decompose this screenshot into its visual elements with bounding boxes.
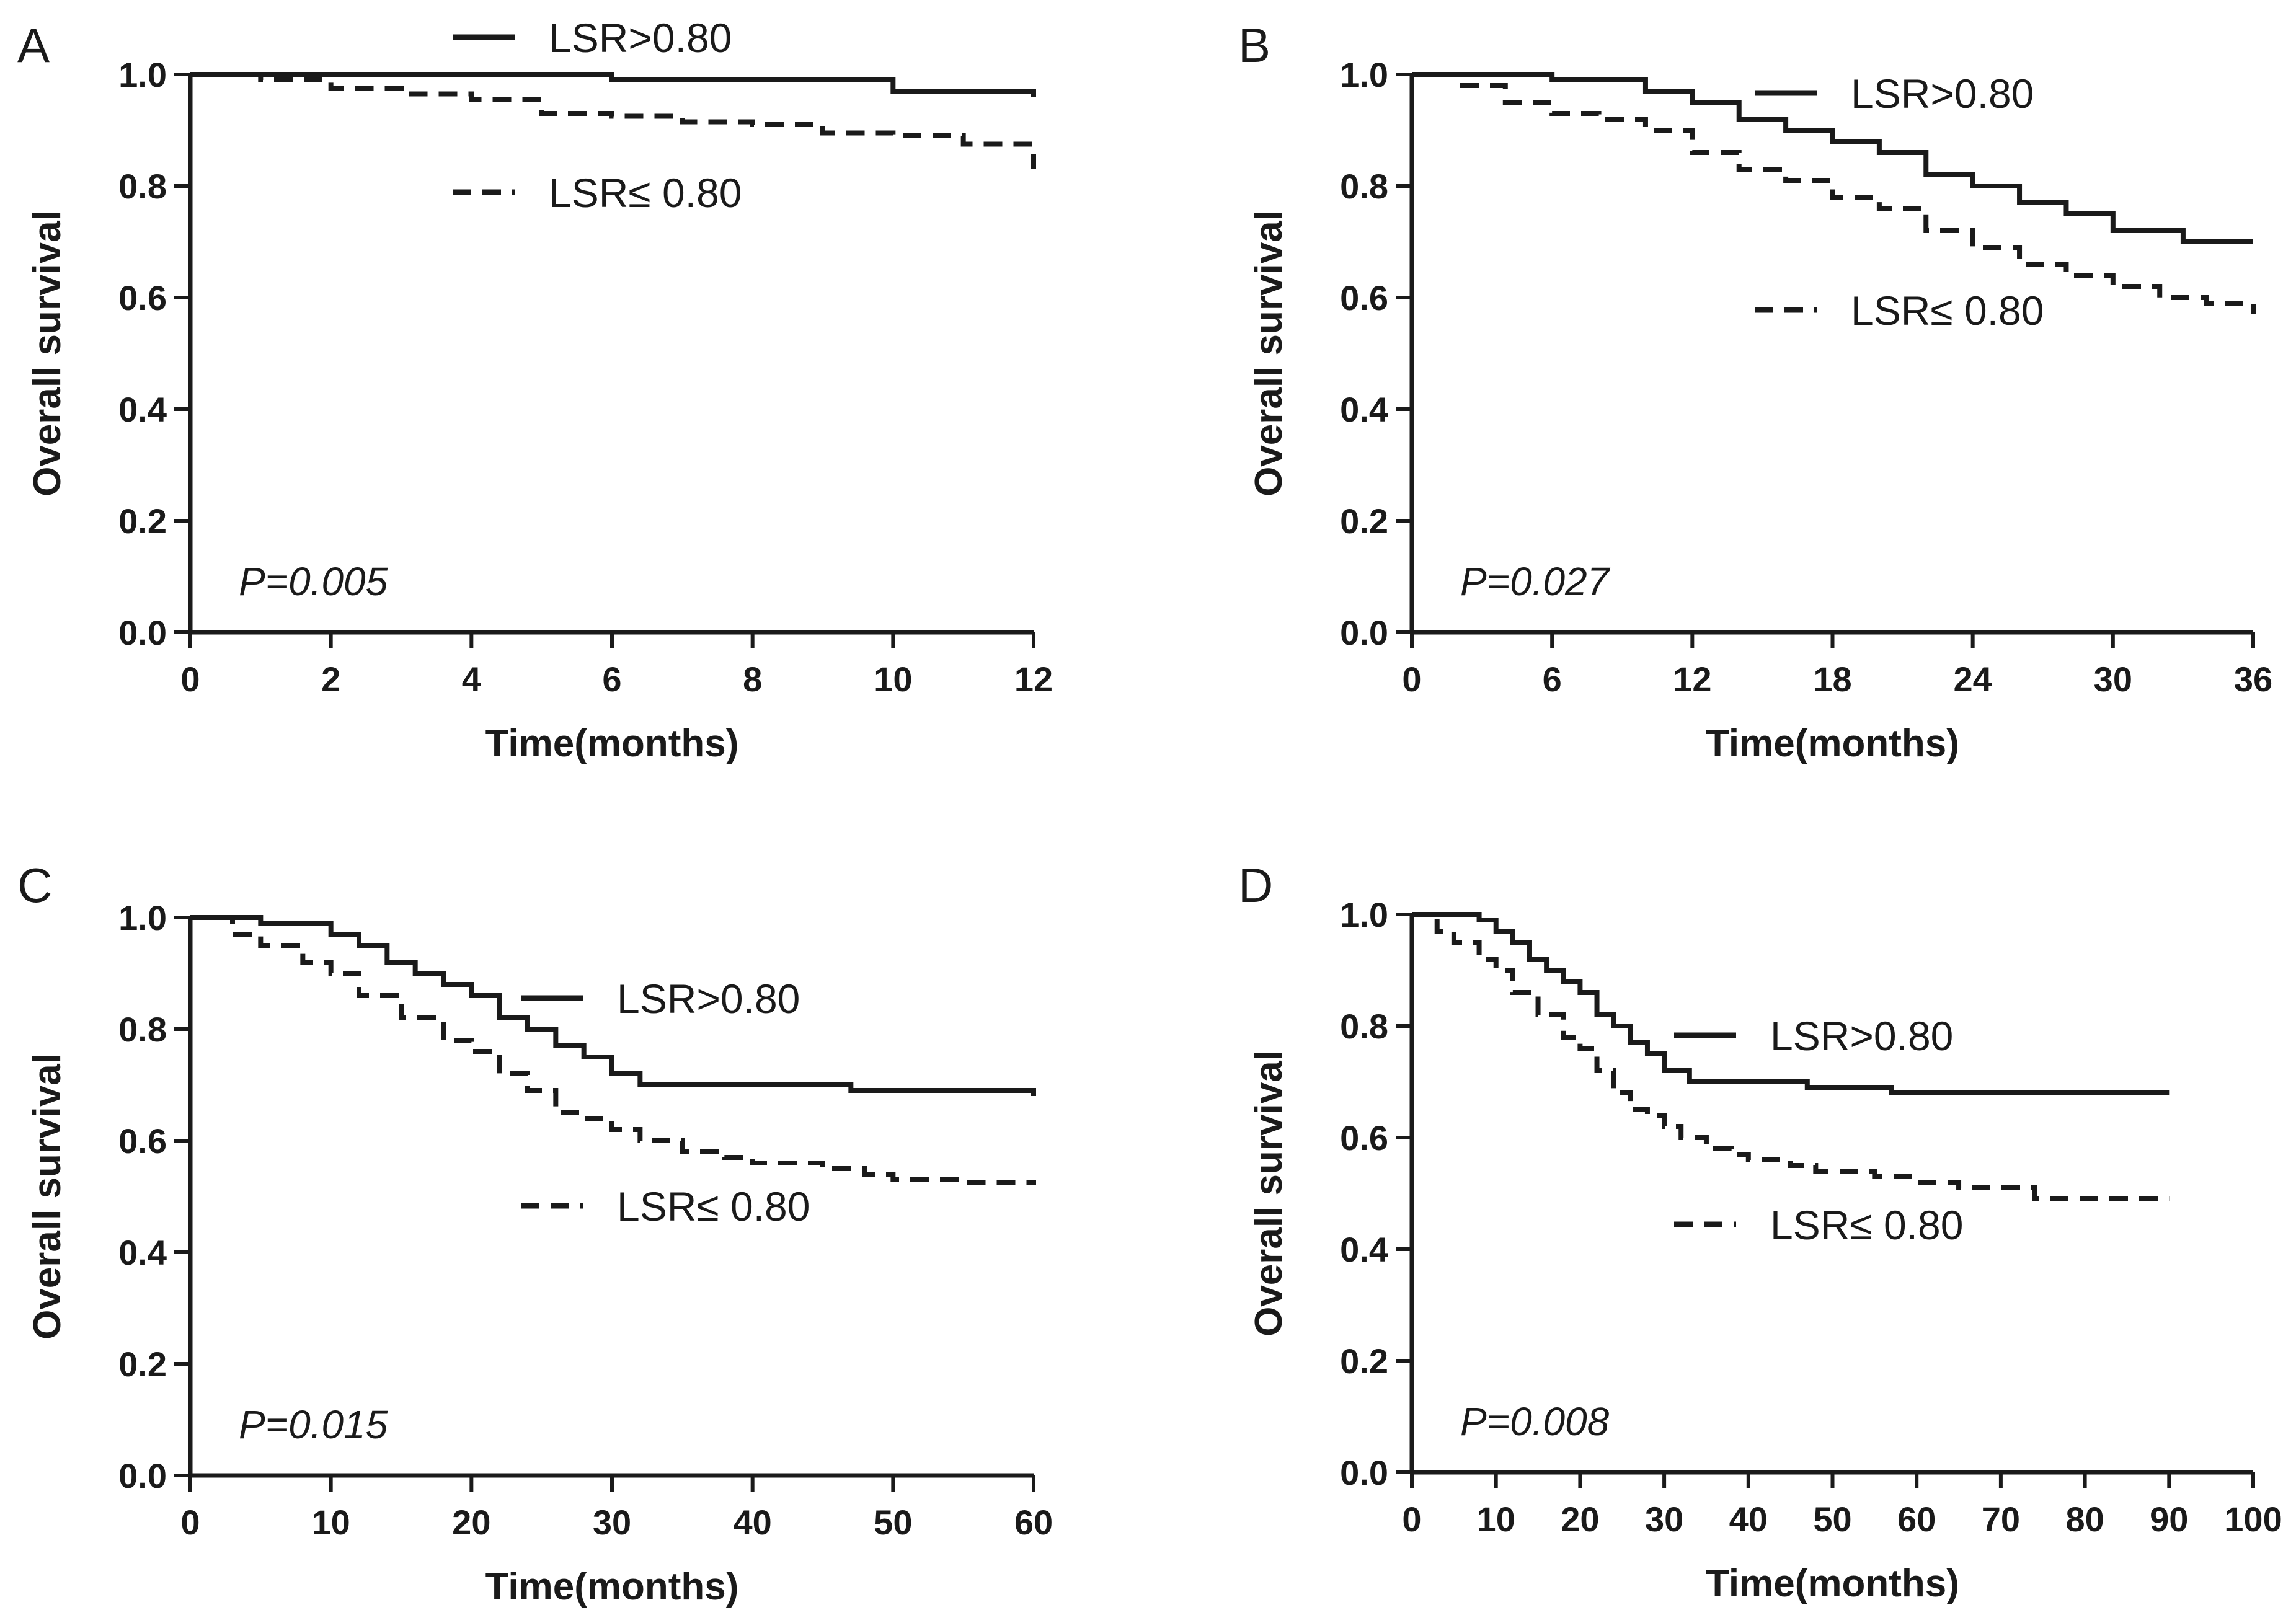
x-tick-label: 0 xyxy=(180,660,200,699)
panel-label: A xyxy=(17,18,50,73)
p-value: P=0.008 xyxy=(1460,1399,1610,1444)
x-tick-label: 20 xyxy=(1561,1500,1599,1539)
legend-label: LSR>0.80 xyxy=(1770,1013,1953,1059)
x-tick-label: 10 xyxy=(874,660,912,699)
x-tick-label: 40 xyxy=(734,1503,772,1542)
series-lsr-le-080-line xyxy=(190,915,1036,1185)
y-tick-label: 0.4 xyxy=(118,390,167,429)
x-tick-label: 8 xyxy=(743,660,762,699)
x-tick-label: 50 xyxy=(874,1503,912,1542)
series-lsr-gt-080-line xyxy=(1412,912,2170,1095)
x-tick-label: 90 xyxy=(2150,1500,2188,1539)
panel-label: D xyxy=(1238,858,1273,913)
x-tick-label: 100 xyxy=(2224,1500,2282,1539)
x-tick-label: 30 xyxy=(1645,1500,1683,1539)
x-tick-label: 50 xyxy=(1813,1500,1851,1539)
x-tick-label: 10 xyxy=(1477,1500,1515,1539)
panel-label: B xyxy=(1238,18,1270,73)
y-axis-title: Overall survival xyxy=(1248,210,1290,497)
x-tick-label: 60 xyxy=(1897,1500,1936,1539)
y-tick-label: 0.2 xyxy=(1340,1342,1388,1381)
y-tick-label: 0.4 xyxy=(1340,390,1388,429)
x-tick-label: 0 xyxy=(1402,660,1421,699)
x-tick-label: 6 xyxy=(602,660,621,699)
p-value: P=0.027 xyxy=(1460,559,1611,604)
series-lsr-gt-080-line xyxy=(190,915,1036,1096)
series-lsr-gt-080-line xyxy=(190,72,1036,97)
legend-label: LSR>0.80 xyxy=(617,976,800,1022)
x-axis-title: Time(months) xyxy=(485,722,739,765)
x-tick-label: 12 xyxy=(1014,660,1053,699)
panel-d: 0 10 20 30 40 50 60 70 80 90 100 0.0 0.2 0.4 0.6 0.8 1.0… xyxy=(1238,858,2282,1605)
series-lsr-gt-080-line xyxy=(1412,72,2253,244)
panel-label: C xyxy=(17,858,52,913)
x-tick-label: 30 xyxy=(2094,660,2132,699)
y-tick-label: 1.0 xyxy=(1340,55,1388,94)
y-tick-label: 0.6 xyxy=(118,278,167,317)
x-tick-label: 6 xyxy=(1543,660,1562,699)
x-tick-label: 10 xyxy=(312,1503,350,1542)
x-tick-label: 24 xyxy=(1954,660,1992,699)
series-lsr-le-080-line xyxy=(1412,72,2256,314)
x-tick-label: 30 xyxy=(593,1503,631,1542)
y-tick-label: 0.2 xyxy=(118,502,167,541)
x-axis-title: Time(months) xyxy=(1706,1562,1959,1605)
y-tick-label: 0.6 xyxy=(1340,278,1388,317)
y-tick-label: 0.4 xyxy=(1340,1230,1388,1269)
x-tick-label: 80 xyxy=(2065,1500,2104,1539)
x-tick-label: 0 xyxy=(1402,1500,1421,1539)
legend-label: LSR>0.80 xyxy=(549,15,732,61)
y-tick-label: 1.0 xyxy=(118,898,167,937)
p-value: P=0.005 xyxy=(239,559,388,604)
x-tick-label: 4 xyxy=(462,660,481,699)
series-lsr-le-080-line xyxy=(1412,912,2170,1201)
y-tick-label: 0.8 xyxy=(1340,1007,1388,1046)
legend-label: LSR≤ 0.80 xyxy=(617,1183,810,1229)
x-tick-label: 0 xyxy=(180,1503,200,1542)
x-tick-label: 2 xyxy=(321,660,340,699)
x-tick-label: 70 xyxy=(1982,1500,2020,1539)
legend-label: LSR≤ 0.80 xyxy=(1851,288,2044,334)
x-axis-title: Time(months) xyxy=(1706,722,1959,765)
x-tick-label: 20 xyxy=(452,1503,490,1542)
y-tick-label: 0.0 xyxy=(1340,1453,1388,1492)
x-tick-label: 36 xyxy=(2234,660,2272,699)
x-axis-title: Time(months) xyxy=(485,1565,739,1608)
y-axis-title: Overall survival xyxy=(1248,1050,1290,1337)
y-tick-label: 1.0 xyxy=(118,55,167,94)
panel-b: 0 6 12 18 24 30 36 0.0 0.2 0.4 0.6 0.8 1.0 Time(month… xyxy=(1238,18,2272,765)
panel-a: 0 2 4 6 8 10 12 0.0 0.2 0.4 0.6 0.8 1.0 Time(months) O… xyxy=(17,15,1053,765)
y-tick-label: 1.0 xyxy=(1340,895,1388,934)
y-tick-label: 0.6 xyxy=(1340,1118,1388,1157)
p-value: P=0.015 xyxy=(239,1402,388,1447)
y-tick-label: 0.0 xyxy=(1340,613,1388,652)
legend-label: LSR>0.80 xyxy=(1851,71,2034,117)
x-tick-label: 60 xyxy=(1014,1503,1053,1542)
y-tick-label: 0.8 xyxy=(118,167,167,206)
y-tick-label: 0.8 xyxy=(1340,167,1388,206)
x-tick-label: 12 xyxy=(1673,660,1711,699)
y-tick-label: 0.0 xyxy=(118,1456,167,1495)
y-tick-label: 0.2 xyxy=(118,1345,167,1384)
y-axis-title: Overall survival xyxy=(26,210,69,497)
y-tick-label: 0.4 xyxy=(118,1233,167,1272)
legend-label: LSR≤ 0.80 xyxy=(549,170,742,216)
x-tick-label: 40 xyxy=(1729,1500,1768,1539)
series-lsr-le-080-line xyxy=(190,72,1036,169)
x-tick-label: 18 xyxy=(1813,660,1851,699)
legend-label: LSR≤ 0.80 xyxy=(1770,1202,1963,1248)
y-tick-label: 0.8 xyxy=(118,1010,167,1049)
y-tick-label: 0.0 xyxy=(118,613,167,652)
y-tick-label: 0.6 xyxy=(118,1121,167,1161)
y-axis-title: Overall survival xyxy=(26,1053,69,1340)
panel-c: 0 10 20 30 40 50 60 0.0 0.2 0.4 0.6 0.8 1.0 Time(mont… xyxy=(17,858,1053,1608)
y-tick-label: 0.2 xyxy=(1340,502,1388,541)
